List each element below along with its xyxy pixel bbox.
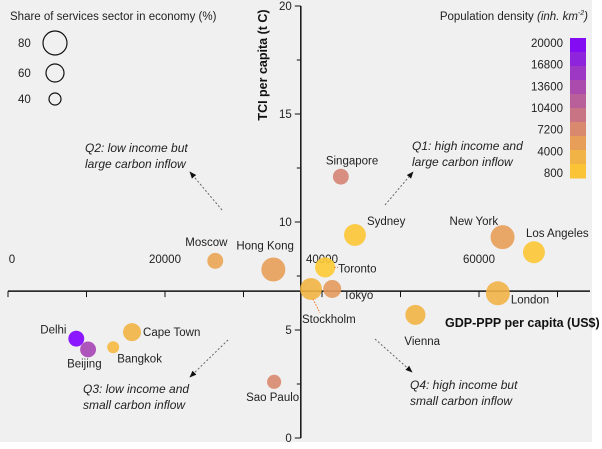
q3-annotation: small carbon inflow bbox=[83, 398, 186, 412]
q1-annotation: Q1: high income and bbox=[412, 139, 523, 153]
point-label: Beijing bbox=[67, 358, 102, 370]
point-label: Los Angeles bbox=[526, 228, 589, 240]
colorbar-band bbox=[570, 66, 586, 81]
colorbar-tick-label: 800 bbox=[544, 168, 563, 180]
colorbar-band bbox=[570, 94, 586, 109]
point-label: Cape Town bbox=[143, 327, 200, 339]
point-label: Toronto bbox=[338, 263, 376, 275]
bubble-moscow bbox=[207, 252, 224, 269]
y-tick-label: 10 bbox=[279, 217, 292, 229]
y-tick-label: 0 bbox=[285, 433, 291, 445]
size-legend-circle bbox=[48, 92, 62, 106]
bubble-sydney bbox=[344, 224, 366, 246]
bubble-sao-paulo bbox=[267, 374, 282, 389]
size-legend: Share of services sector in economy (%) … bbox=[10, 11, 217, 106]
color-legend-unit-close: ) bbox=[582, 11, 588, 23]
point-label: Moscow bbox=[185, 237, 228, 249]
y-tick-label: 15 bbox=[279, 109, 292, 121]
bubble-hong-kong bbox=[261, 257, 286, 282]
bubble-stockholm bbox=[300, 278, 322, 300]
point-label: London bbox=[511, 294, 549, 306]
colorbar-band bbox=[570, 150, 586, 165]
colorbar-tick-label: 20000 bbox=[531, 38, 563, 50]
color-legend-title: Population density bbox=[440, 11, 534, 23]
size-legend-label: 80 bbox=[18, 38, 31, 50]
colorbar-band bbox=[570, 80, 586, 95]
size-legend-circle bbox=[42, 30, 68, 56]
color-legend: Population density (inh. km-2) 20000 1680… bbox=[440, 10, 588, 180]
x-tick-label: 20000 bbox=[149, 254, 181, 266]
q2-annotation: Q2: low income but bbox=[85, 141, 188, 155]
colorbar-band bbox=[570, 52, 586, 67]
point-label: Tokyo bbox=[343, 290, 373, 302]
point-label: Vienna bbox=[404, 336, 440, 348]
point-label: Delhi bbox=[40, 325, 66, 337]
size-legend-label: 40 bbox=[18, 94, 31, 106]
bubble-london bbox=[485, 281, 510, 306]
x-tick-label: 60000 bbox=[463, 254, 495, 266]
point-label: Stockholm bbox=[302, 314, 356, 326]
bubble-bangkok bbox=[107, 341, 120, 354]
bubble-los-angeles bbox=[523, 241, 545, 264]
point-label: New York bbox=[450, 216, 499, 228]
point-label: Sao Paulo bbox=[246, 392, 299, 404]
bubble-delhi bbox=[68, 330, 85, 347]
colorbar-tick-label: 10400 bbox=[531, 103, 563, 115]
point-label: Hong Kong bbox=[236, 241, 294, 253]
q4-annotation: Q4: high income but bbox=[410, 378, 518, 392]
x-axis-label: GDP-PPP per capita (US$) bbox=[445, 316, 600, 330]
leader-line bbox=[312, 298, 321, 314]
point-label: Sydney bbox=[367, 216, 406, 228]
q4-annotation: small carbon inflow bbox=[410, 394, 513, 408]
color-legend-unit-exponent: -2 bbox=[578, 10, 584, 17]
q3-arrow bbox=[189, 339, 229, 378]
q2-arrow bbox=[189, 171, 223, 211]
bubble-vienna bbox=[405, 304, 426, 325]
bubble-cape-town bbox=[123, 323, 142, 342]
size-legend-title: Share of services sector in economy (%) bbox=[10, 11, 217, 23]
q4-arrow bbox=[374, 338, 413, 373]
q1-annotation: large carbon inflow bbox=[412, 155, 514, 169]
color-legend-title-text: Population density (inh. km-2) bbox=[440, 10, 588, 23]
color-legend-unit: (inh. km bbox=[537, 11, 578, 23]
point-label: Bangkok bbox=[117, 353, 162, 365]
y-axis-label: TCI per capita (t C) bbox=[256, 9, 270, 120]
colorbar-band bbox=[570, 38, 586, 53]
colorbar-tick-label: 16800 bbox=[531, 60, 563, 72]
bubble-toronto bbox=[315, 257, 336, 278]
size-legend-label: 60 bbox=[18, 68, 31, 80]
x-tick-label: 0 bbox=[9, 254, 15, 266]
y-tick-label: 20 bbox=[279, 1, 292, 13]
size-legend-circle bbox=[45, 63, 65, 83]
point-label: Singapore bbox=[326, 156, 378, 168]
colorbar-tick-label: 7200 bbox=[537, 125, 563, 137]
q3-annotation: Q3: low income and bbox=[83, 382, 189, 396]
plot-background bbox=[0, 0, 592, 442]
colorbar-band bbox=[570, 122, 586, 137]
bubble-tokyo bbox=[323, 279, 342, 298]
colorbar-tick-label: 13600 bbox=[531, 81, 563, 93]
y-tick-label: 5 bbox=[285, 325, 291, 337]
bubble-singapore bbox=[332, 168, 349, 185]
colorbar-band bbox=[570, 164, 586, 179]
bubble-new-york bbox=[490, 225, 515, 250]
q2-annotation: large carbon inflow bbox=[85, 157, 187, 171]
colorbar-band bbox=[570, 136, 586, 151]
bubble-beijing bbox=[80, 341, 97, 358]
q1-arrow bbox=[384, 171, 414, 206]
colorbar-tick-label: 4000 bbox=[537, 146, 563, 158]
colorbar-band bbox=[570, 108, 586, 123]
